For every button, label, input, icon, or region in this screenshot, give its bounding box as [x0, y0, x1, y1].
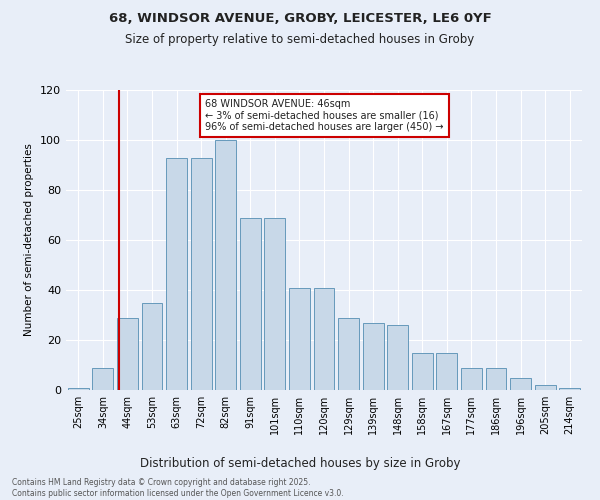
Bar — [314, 288, 334, 390]
Bar — [485, 368, 506, 390]
Bar — [117, 318, 138, 390]
Bar — [387, 325, 408, 390]
Y-axis label: Number of semi-detached properties: Number of semi-detached properties — [25, 144, 34, 336]
Text: 68, WINDSOR AVENUE, GROBY, LEICESTER, LE6 0YF: 68, WINDSOR AVENUE, GROBY, LEICESTER, LE… — [109, 12, 491, 26]
Bar — [535, 385, 556, 390]
Bar — [215, 140, 236, 390]
Bar — [166, 158, 187, 390]
Bar — [191, 158, 212, 390]
Bar — [142, 302, 163, 390]
Text: Size of property relative to semi-detached houses in Groby: Size of property relative to semi-detach… — [125, 32, 475, 46]
Bar — [559, 388, 580, 390]
Bar — [289, 288, 310, 390]
Bar — [240, 218, 261, 390]
Bar — [436, 352, 457, 390]
Bar — [362, 322, 383, 390]
Bar — [412, 352, 433, 390]
Bar — [338, 318, 359, 390]
Bar — [68, 388, 89, 390]
Text: Distribution of semi-detached houses by size in Groby: Distribution of semi-detached houses by … — [140, 458, 460, 470]
Bar — [510, 378, 531, 390]
Text: 68 WINDSOR AVENUE: 46sqm
← 3% of semi-detached houses are smaller (16)
96% of se: 68 WINDSOR AVENUE: 46sqm ← 3% of semi-de… — [205, 99, 444, 132]
Bar — [92, 368, 113, 390]
Bar — [461, 368, 482, 390]
Text: Contains HM Land Registry data © Crown copyright and database right 2025.
Contai: Contains HM Land Registry data © Crown c… — [12, 478, 344, 498]
Bar — [265, 218, 286, 390]
